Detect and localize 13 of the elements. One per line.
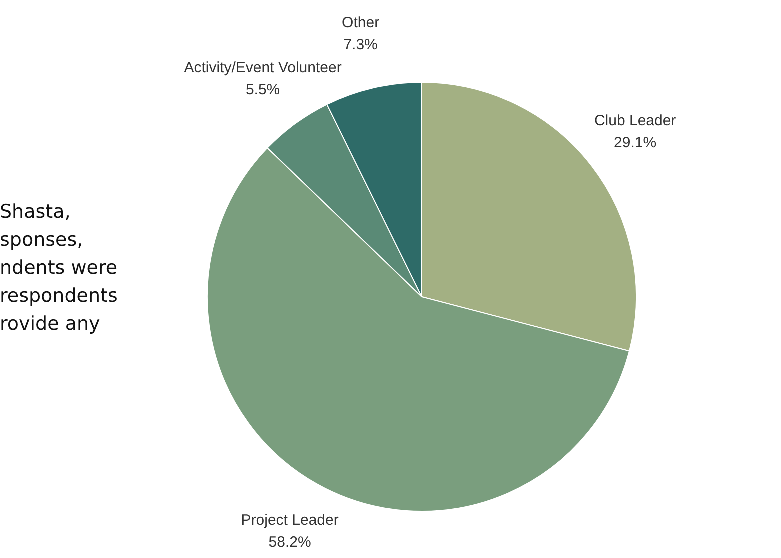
data-label: 29.1% <box>614 134 657 152</box>
text: sponses, <box>0 228 84 253</box>
data-label: 58.2% <box>268 534 312 552</box>
data-label: 7.3% <box>344 36 378 54</box>
text: ndents were <box>0 256 118 281</box>
slice-label: Other <box>342 14 380 32</box>
text: respondents <box>0 284 118 309</box>
text: Shasta, <box>0 200 72 225</box>
slice-label: Activity/Event Volunteer <box>184 60 342 77</box>
slice-label: Project Leader <box>241 512 339 530</box>
data-label: 5.5% <box>246 82 280 99</box>
text: rovide any <box>0 312 102 337</box>
slice-label: Club Leader <box>594 112 676 130</box>
